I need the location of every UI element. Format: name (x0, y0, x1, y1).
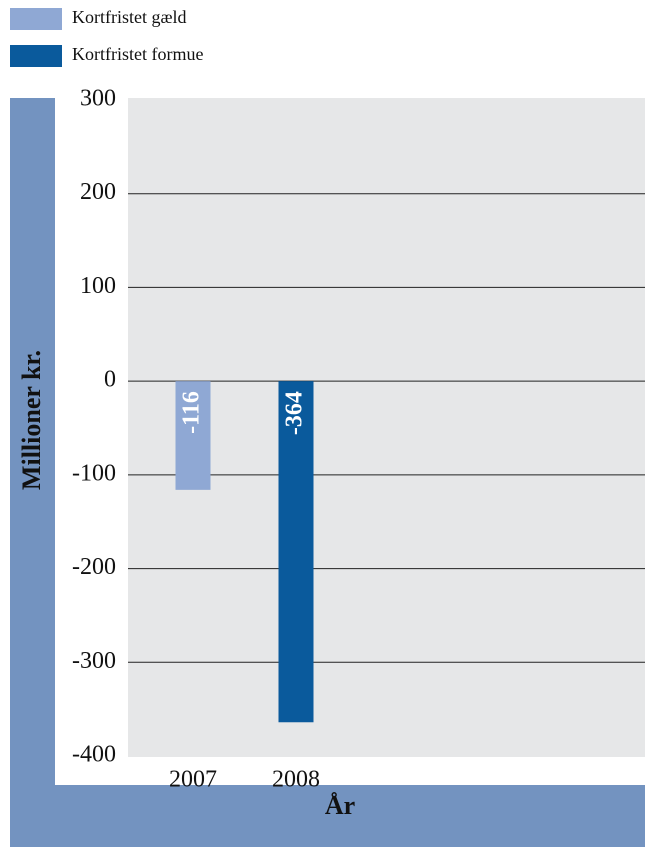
legend-label: Kortfristet gæld (72, 7, 187, 27)
x-axis-title: År (325, 791, 355, 820)
y-tick-label: 200 (80, 179, 116, 205)
y-tick-label: -300 (72, 648, 116, 674)
data-label: -364 (282, 391, 308, 435)
legend-label: Kortfristet formue (72, 44, 203, 64)
legend-swatch (10, 45, 62, 67)
plot-area (128, 98, 645, 757)
y-tick-label: 0 (104, 367, 116, 393)
bar (175, 381, 211, 490)
data-label: -116 (179, 391, 205, 434)
y-tick-label: -200 (72, 554, 116, 580)
y-tick-label: 300 (80, 86, 116, 112)
frame-bottom (10, 785, 645, 847)
frame-left (10, 98, 55, 847)
legend-swatch (10, 8, 62, 30)
y-tick-label: -100 (72, 460, 116, 486)
x-tick-label: 2008 (272, 767, 320, 793)
y-axis-title: Millioner kr. (17, 350, 46, 490)
y-tick-label: 100 (80, 273, 116, 299)
y-tick-label: -400 (72, 742, 116, 768)
bar (278, 381, 314, 723)
x-tick-label: 2007 (169, 767, 217, 793)
